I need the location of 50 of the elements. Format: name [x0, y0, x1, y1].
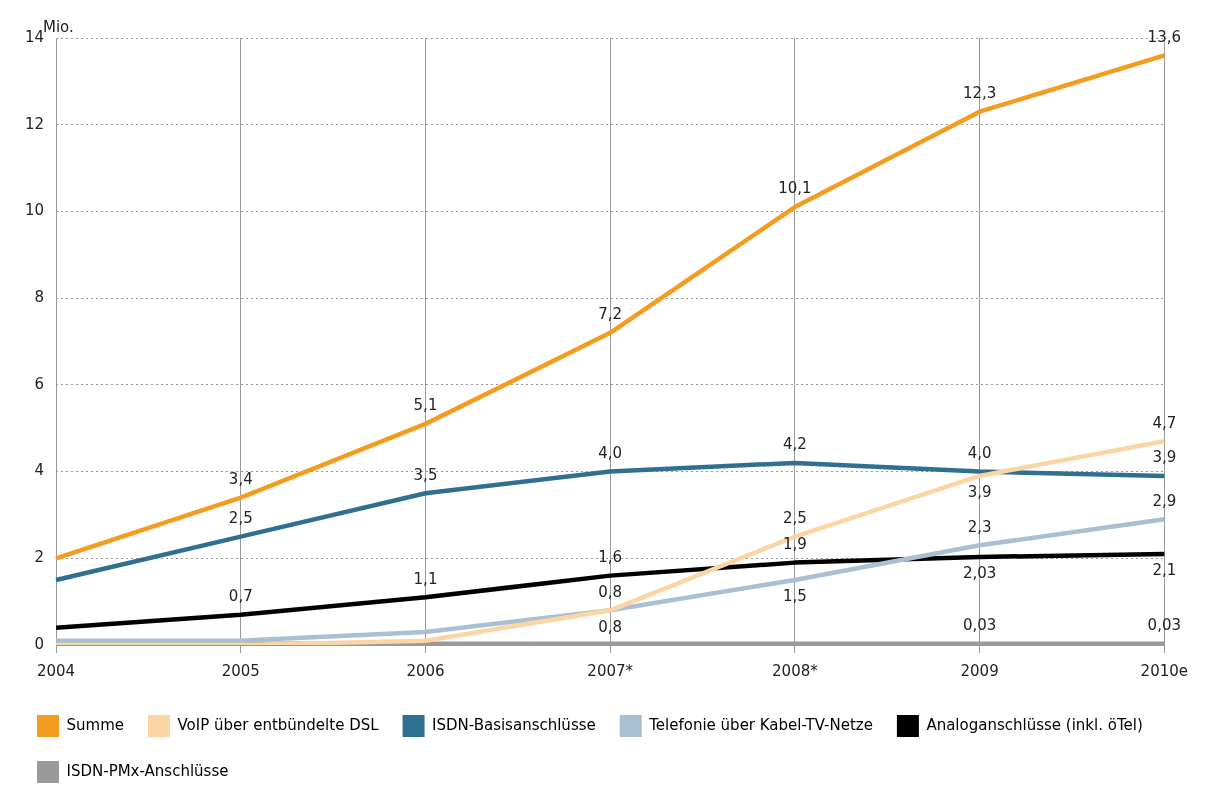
legend-label: Telefonie über Kabel-TV-Netze: [648, 715, 873, 734]
data-label: 2,9: [1152, 491, 1177, 510]
x-tick-label: 2008*: [772, 661, 819, 680]
y-tick-label: 14: [24, 27, 45, 46]
x-tick-label: 2004: [36, 661, 76, 680]
y-tick-label: 10: [24, 201, 45, 220]
x-tick-label: 2005: [221, 661, 260, 680]
data-label: 7,2: [598, 305, 623, 324]
data-label: 1,9: [782, 535, 807, 554]
data-label: 2,3: [967, 517, 992, 536]
data-label: 3,4: [228, 469, 253, 488]
data-label: 3,9: [967, 483, 992, 502]
y-tick-label: 4: [34, 461, 45, 480]
data-label: 4,0: [967, 443, 992, 462]
legend-label: ISDN-PMx-Anschlüsse: [66, 761, 229, 780]
data-label: 1,1: [413, 569, 438, 588]
data-label: 0,7: [228, 587, 253, 606]
x-tick-label: 2006: [406, 661, 445, 680]
data-label: 1,5: [782, 587, 807, 606]
data-label: 0,8: [598, 617, 623, 636]
x-tick-label: 2009: [960, 661, 999, 680]
data-label: 0,03: [962, 616, 997, 635]
y-tick-label: 0: [34, 634, 45, 653]
data-label: 2,5: [782, 509, 807, 527]
data-label: 2,1: [1152, 561, 1177, 580]
data-label: 3,5: [413, 465, 438, 484]
legend-label: Summe: [66, 715, 124, 734]
data-label: 4,2: [782, 435, 807, 454]
x-tick-label: 2010e: [1140, 661, 1188, 680]
legend-label: VoIP über entbündelte DSL: [177, 715, 380, 734]
data-label: 13,6: [1147, 27, 1181, 46]
data-label: 10,1: [778, 179, 812, 198]
data-label: 2,5: [228, 509, 253, 527]
data-label: 4,0: [598, 443, 623, 462]
data-label: 0,8: [598, 582, 623, 601]
data-label: 2,03: [962, 564, 997, 583]
data-label: 0,03: [1147, 616, 1181, 635]
data-label: 4,7: [1152, 413, 1177, 432]
data-label: 5,1: [413, 396, 438, 415]
y-tick-label: 8: [34, 288, 45, 307]
y-axis-title: Mio.: [43, 18, 74, 37]
data-label: 3,9: [1152, 448, 1177, 467]
y-tick-label: 6: [34, 374, 45, 393]
data-label: 1,6: [598, 548, 623, 567]
data-label: 12,3: [962, 84, 997, 103]
x-tick-label: 2007*: [587, 661, 634, 680]
y-tick-label: 12: [24, 114, 45, 133]
y-tick-label: 2: [34, 548, 45, 567]
legend-label: ISDN-Basisanschlüsse: [432, 715, 596, 734]
legend-label: Analoganschlüsse (inkl. öTel): [926, 715, 1143, 734]
